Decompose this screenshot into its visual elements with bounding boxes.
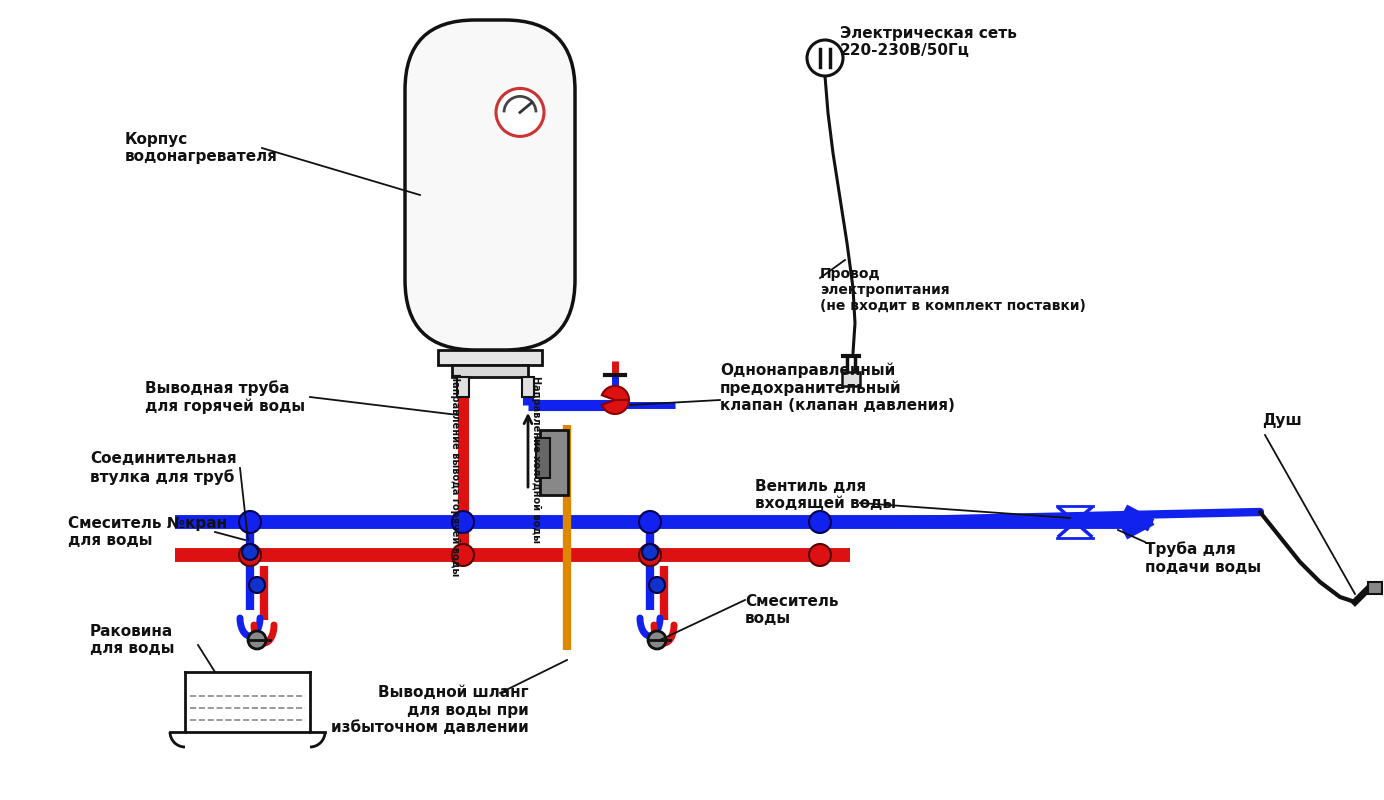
Text: Направление холодной воды: Направление холодной воды [531,377,541,543]
Bar [522,377,534,397]
Text: Соединительная
втулка для труб: Соединительная втулка для труб [90,451,237,485]
Circle shape [810,544,830,566]
Circle shape [239,511,262,533]
Circle shape [810,511,830,533]
Circle shape [453,544,473,566]
FancyBboxPatch shape [406,20,574,350]
Text: Выводная труба
для горячей воды: Выводная труба для горячей воды [145,380,304,414]
Wedge shape [602,386,628,400]
Bar [437,350,543,365]
Circle shape [639,544,662,566]
Bar [841,372,859,386]
Circle shape [239,544,262,566]
Text: Выводной шланг
для воды при
избыточном давлении: Выводной шланг для воды при избыточном д… [331,685,529,735]
Circle shape [639,511,662,533]
Wedge shape [602,400,628,414]
Circle shape [648,631,666,649]
Bar [540,430,567,495]
Text: Провод
электропитания
(не входит в комплект поставки): Провод электропитания (не входит в компл… [819,266,1086,313]
Circle shape [242,544,257,560]
Text: Смеситель №кран
для воды: Смеситель №кран для воды [68,516,227,548]
Circle shape [453,511,473,533]
Text: Вентиль для
входящей воды: Вентиль для входящей воды [756,478,895,511]
Bar [536,438,549,478]
Circle shape [642,544,657,560]
Bar [457,377,469,397]
Circle shape [248,631,266,649]
Text: Душ: Душ [1262,413,1302,427]
Text: Раковина
для воды: Раковина для воды [90,624,174,656]
Circle shape [649,577,664,593]
Bar [453,365,529,377]
Circle shape [495,88,544,136]
Text: Труба для
подачи воды: Труба для подачи воды [1145,542,1261,574]
Text: Направление вывода горячей воды: Направление вывода горячей воды [450,374,459,577]
Text: Однонаправленный
предохранительный
клапан (клапан давления): Однонаправленный предохранительный клапа… [720,362,955,414]
Text: Корпус
водонагревателя: Корпус водонагревателя [125,132,278,164]
Text: Смеситель
воды: Смеситель воды [745,594,839,626]
Bar [1367,582,1383,594]
Circle shape [249,577,264,593]
Circle shape [807,40,843,76]
Text: Электрическая сеть
220-230В/50Гц: Электрическая сеть 220-230В/50Гц [840,26,1017,58]
